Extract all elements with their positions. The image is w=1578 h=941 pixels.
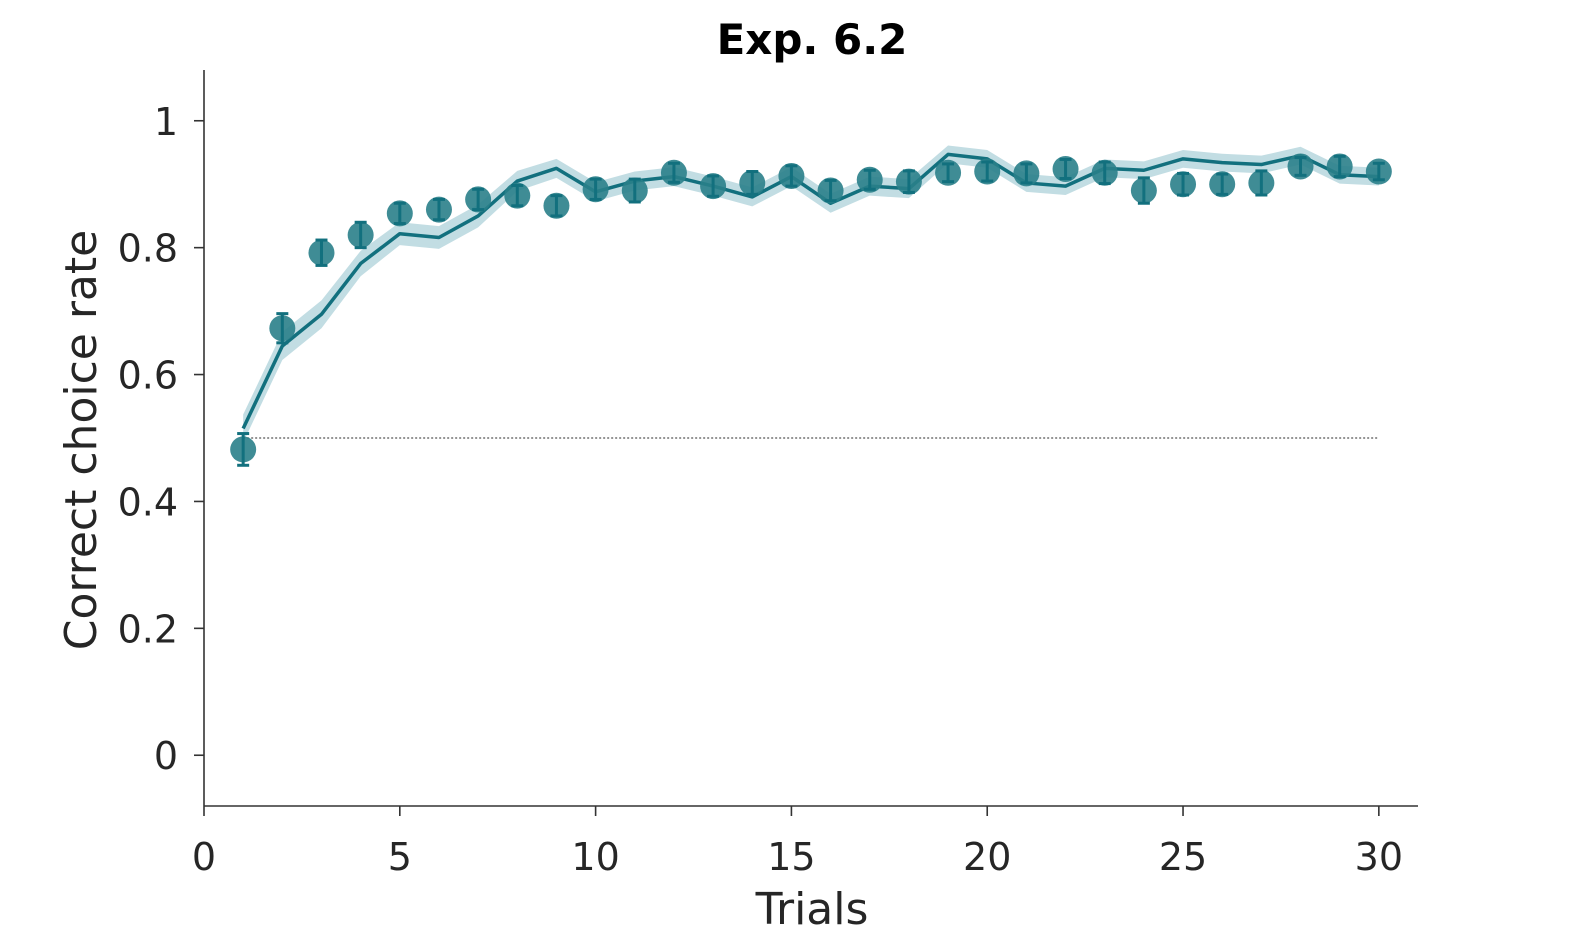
- data-point: [660, 159, 687, 186]
- data-point: [347, 220, 374, 250]
- data-point: [739, 169, 766, 196]
- y-tick-label: 0: [154, 734, 178, 778]
- data-point: [425, 196, 452, 223]
- x-tick-label: 0: [192, 835, 216, 879]
- data-point: [974, 158, 1001, 185]
- data-point: [1287, 153, 1314, 180]
- data-point: [582, 176, 609, 203]
- axes: [203, 70, 1418, 807]
- data-point: [465, 186, 492, 213]
- x-ticks: 0 5 10 15 20 25 30: [192, 806, 1403, 879]
- model-line-path: [241, 152, 1379, 430]
- y-tick-label: 0.2: [118, 607, 178, 651]
- data-point: [700, 173, 727, 200]
- data-point: [935, 159, 962, 186]
- data-point: [1091, 159, 1118, 186]
- x-tick-label: 5: [388, 835, 412, 879]
- data-point: [504, 182, 531, 209]
- data-point: [1209, 171, 1236, 198]
- data-point: [1365, 158, 1392, 185]
- data-point: [1130, 176, 1157, 205]
- y-axis-label: Correct choice rate: [56, 230, 107, 650]
- x-tick-label: 10: [571, 835, 619, 879]
- data-point: [1170, 171, 1197, 198]
- data-point: [308, 238, 335, 267]
- data-point: [230, 432, 257, 467]
- data-point: [895, 168, 922, 195]
- data-point: [543, 192, 570, 219]
- chart-title: Exp. 6.2: [717, 15, 908, 64]
- x-tick-label: 25: [1159, 835, 1207, 879]
- data-point: [1248, 169, 1275, 197]
- x-tick-label: 20: [963, 835, 1011, 879]
- x-tick-label: 15: [767, 835, 815, 879]
- data-point: [1052, 155, 1079, 182]
- data-point: [621, 177, 648, 204]
- x-tick-label: 30: [1355, 835, 1403, 879]
- y-tick-label: 0.8: [118, 227, 178, 271]
- model-line: [241, 152, 1379, 430]
- y-tick-label: 0.6: [118, 354, 178, 398]
- data-point: [778, 162, 805, 189]
- data-point: [817, 177, 844, 204]
- y-ticks: 0 0.2 0.4 0.6 0.8 1: [118, 100, 204, 778]
- y-tick-label: 1: [154, 100, 178, 144]
- x-axis-label: Trials: [755, 884, 869, 935]
- y-tick-label: 0.4: [118, 480, 178, 524]
- data-point: [1326, 153, 1353, 180]
- data-points: [230, 153, 1392, 467]
- data-point: [269, 312, 296, 345]
- data-point: [856, 166, 883, 193]
- data-point: [386, 200, 413, 227]
- data-point: [1013, 160, 1040, 187]
